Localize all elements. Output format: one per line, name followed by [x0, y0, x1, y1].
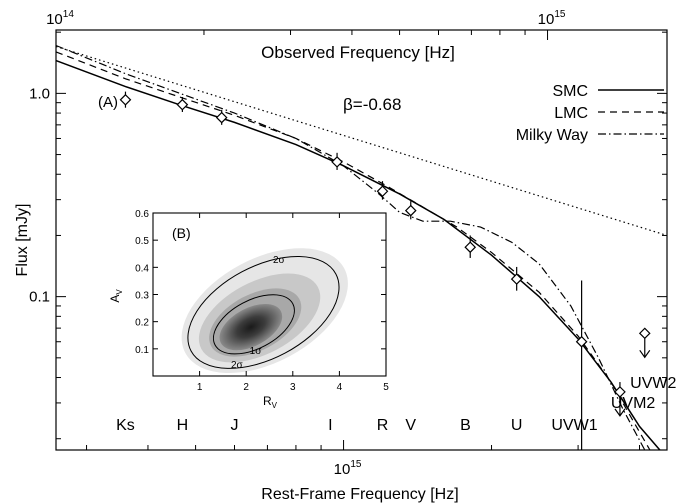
- data-point: [215, 111, 228, 124]
- inset-y-axis-label-sub: V: [115, 289, 124, 295]
- inset-x-axis-label: RV: [263, 394, 278, 410]
- legend: SMC LMC Milky Way: [516, 83, 664, 144]
- inset-x-tick-label: 1: [197, 382, 203, 393]
- y-axis-label: Flux [mJy]: [14, 204, 31, 277]
- bottom-tick-label: 1015: [334, 459, 362, 478]
- curve-lmc: [55, 51, 651, 451]
- contour-core: [219, 303, 283, 351]
- powerlaw-line: [55, 45, 668, 237]
- y-tick-label: 0.1: [29, 289, 50, 306]
- data-point: [176, 98, 189, 111]
- inset-contours: 2σ 1σ 2σ: [181, 248, 348, 374]
- filter-label: Ks: [116, 417, 135, 434]
- filter-label: J: [231, 417, 239, 434]
- data-point: [331, 156, 343, 168]
- data-points: [119, 91, 651, 450]
- filter-label: U: [511, 417, 523, 434]
- panel-label-b: (B): [172, 225, 191, 241]
- contour-1-sigma: [212, 294, 295, 355]
- inset-x-axis-label-main: R: [263, 394, 272, 408]
- top-axis-label: Observed Frequency [Hz]: [261, 43, 455, 62]
- legend-label-smc: SMC: [552, 83, 588, 100]
- inset-y-tick-label: 0.6: [135, 209, 149, 220]
- data-point: [119, 93, 132, 106]
- data-point: [404, 204, 417, 217]
- filter-label: UVW2: [630, 375, 676, 392]
- data-point: [376, 185, 389, 198]
- upper-limit-point: [638, 327, 651, 340]
- contour-label: 1σ: [250, 346, 263, 357]
- inset-y-tick-label: 0.2: [135, 318, 149, 329]
- y-tick-label: 1.0: [29, 85, 50, 102]
- main-plot-frame: [55, 29, 668, 451]
- top-tick-label: 1015: [538, 9, 566, 28]
- data-point: [575, 335, 588, 348]
- contour-label: 2σ: [231, 360, 244, 371]
- filter-label: R: [377, 417, 389, 434]
- upper-limit-arrow: [639, 349, 651, 359]
- data-point: [510, 273, 523, 285]
- inset-x-tick-label: 4: [337, 382, 343, 393]
- inset-y-tick-label: 0.1: [135, 345, 149, 356]
- inset-x-axis-label-sub: V: [272, 401, 278, 410]
- legend-label-lmc: LMC: [554, 105, 588, 122]
- filter-label: UVM2: [611, 395, 656, 412]
- filter-label: V: [405, 417, 416, 434]
- inset-x-tick-label: 3: [290, 382, 296, 393]
- filter-label: B: [460, 417, 471, 434]
- filter-label: UVW1: [551, 417, 597, 434]
- contour-2-sigma: [187, 256, 340, 369]
- model-curves: [55, 44, 668, 451]
- inset-x-tick-label: 5: [383, 382, 389, 393]
- filter-label: H: [177, 417, 189, 434]
- inset-y-axis-label: AV: [108, 289, 124, 303]
- beta-annotation: β=-0.68: [343, 95, 401, 114]
- legend-label-milky-way: Milky Way: [516, 127, 588, 144]
- upper-limit-arrow: [614, 408, 626, 417]
- inset-axis-ticks: 1 2 3 4 5 0.1 0.2 0.3 0.4 0.5 0.6: [135, 209, 389, 393]
- inset-y-tick-label: 0.4: [135, 263, 149, 274]
- data-point: [464, 241, 477, 254]
- inset-y-axis-label-main: A: [108, 295, 122, 303]
- curve-milky-way: [55, 44, 646, 451]
- panel-label-a: (A): [98, 94, 118, 111]
- inset-y-tick-label: 0.3: [135, 291, 149, 302]
- bottom-axis-label: Rest-Frame Frequency [Hz]: [261, 486, 458, 503]
- top-tick-label: 1014: [46, 9, 74, 28]
- main-axis-ticks: 0.1 1.0 1014 1015 1015: [29, 9, 667, 478]
- contour-label: 2σ: [273, 255, 286, 266]
- inset-x-tick-label: 2: [243, 382, 249, 393]
- filter-label: I: [328, 417, 332, 434]
- inset-y-tick-label: 0.5: [135, 236, 149, 247]
